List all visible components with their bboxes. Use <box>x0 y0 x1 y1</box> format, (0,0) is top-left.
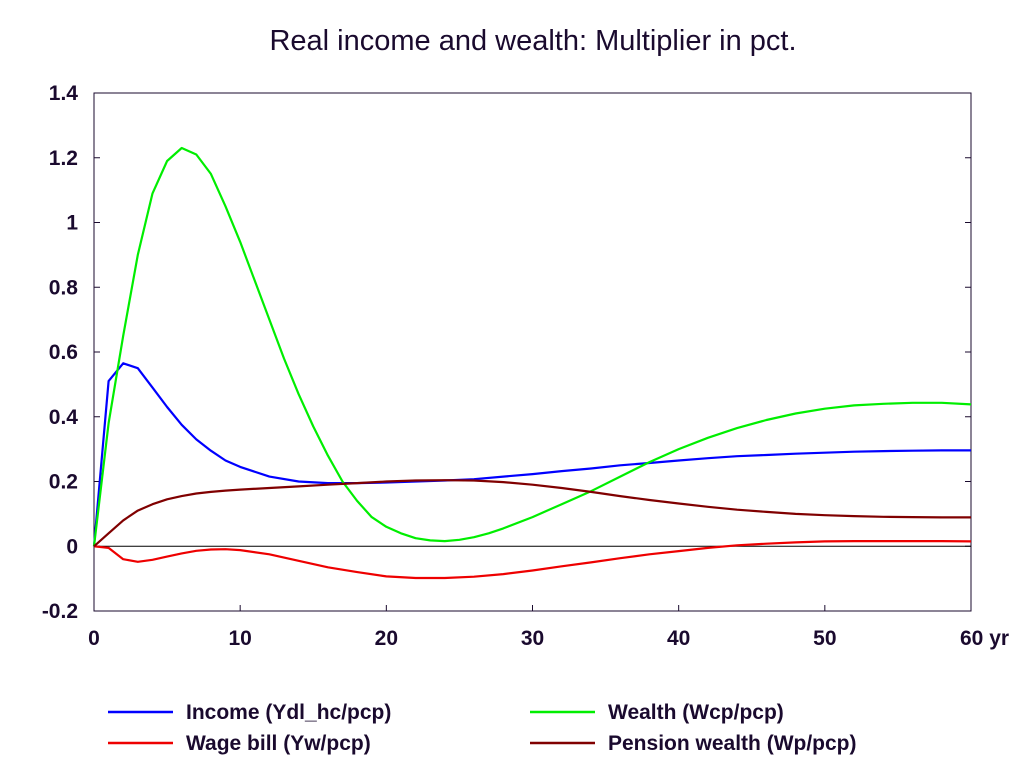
x-tick-label: 50 <box>813 627 836 650</box>
legend-label-3: Pension wealth (Wp/pcp) <box>608 732 857 755</box>
x-tick-label: 10 <box>228 627 251 650</box>
x-tick-label: 0 <box>88 627 100 650</box>
series-line-3 <box>93 479 971 548</box>
legend-label-0: Income (Ydl_hc/pcp) <box>186 701 391 724</box>
y-tick-label: 1.2 <box>49 147 78 170</box>
x-tick-label: 20 <box>375 627 398 650</box>
legend-label-1: Wealth (Wcp/pcp) <box>608 701 784 724</box>
plot-frame <box>93 92 972 612</box>
x-tick-label: 60 yr <box>960 627 1009 650</box>
y-tick-label: 1 <box>66 212 78 235</box>
legend-label-2: Wage bill (Yw/pcp) <box>186 732 371 755</box>
series-line-1 <box>92 146 972 547</box>
y-tick-label: 0.4 <box>49 406 79 429</box>
y-tick-label: 1.4 <box>49 82 79 105</box>
x-tick-label: 30 <box>521 627 544 650</box>
x-tick-label: 40 <box>667 627 690 650</box>
y-tick-label: 0.2 <box>49 471 78 494</box>
y-tick-label: -0.2 <box>42 600 78 623</box>
legend: Income (Ydl_hc/pcp) Wage bill (Yw/pcp) Wea… <box>108 701 857 755</box>
chart-title: Real income and wealth: Multiplier in pc… <box>269 25 796 57</box>
series-line-2 <box>93 539 972 580</box>
series-line-0 <box>92 362 971 547</box>
y-tick-label: 0.8 <box>49 276 79 299</box>
y-tick-label: 0 <box>66 535 78 558</box>
axis-ticks: -0.2 0 0.2 0.4 0.6 0.8 1 1.2 1.4 0 10 20 30 40 50 60 yr <box>42 82 1009 650</box>
series-layer <box>92 146 972 580</box>
y-tick-label: 0.6 <box>49 341 78 364</box>
